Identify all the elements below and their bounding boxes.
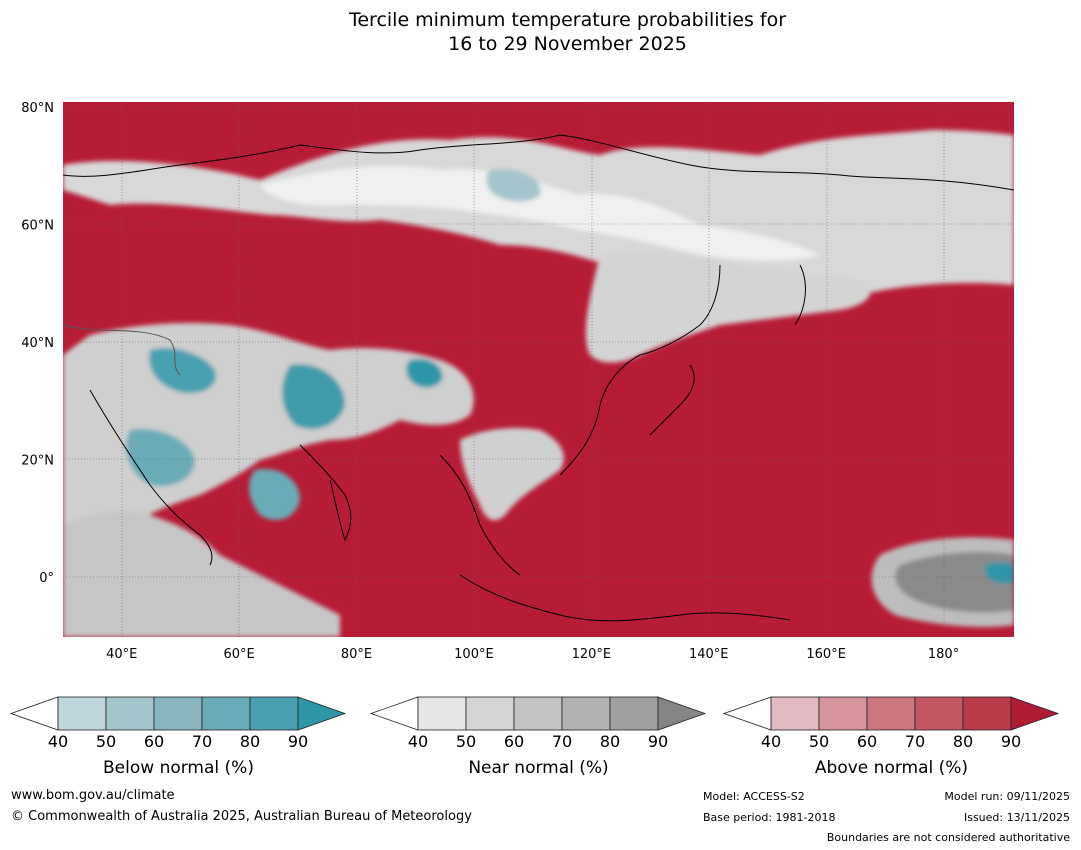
- colorbar-segment: [465, 696, 515, 731]
- colorbar-segment: [249, 696, 299, 731]
- colorbar-segment: [105, 696, 155, 731]
- coastline-southeast-asia: [439, 454, 521, 576]
- lon-label: 60°E: [223, 647, 254, 662]
- near-normal-siberia-light: [260, 165, 820, 261]
- coastline-europe-asia: [63, 324, 181, 376]
- coastline-japan: [649, 364, 695, 436]
- colorbar-tick-label: 70: [192, 732, 212, 750]
- legend-below-normal: 40 50 60 70 80 90 Below normal (%): [9, 690, 347, 780]
- colorbar-segment: [770, 696, 820, 731]
- below-normal-iran: [149, 347, 216, 394]
- lon-label: 180°: [928, 647, 959, 662]
- colorbar-above-normal: 40 50 60 70 80 90: [722, 696, 1060, 751]
- legend-title-above-normal: Above normal (%): [814, 758, 969, 778]
- coastline-india: [299, 444, 352, 542]
- lon-label: 100°E: [454, 647, 494, 662]
- map-field: [63, 102, 1014, 637]
- colorbar-extend-high: [1010, 696, 1060, 731]
- lon-label: 160°E: [806, 647, 846, 662]
- colorbar-tick-label: 60: [144, 732, 164, 750]
- coastlines: [63, 134, 1014, 622]
- below-normal-pakistan: [282, 364, 345, 429]
- colorbar-segment: [561, 696, 611, 731]
- colorbar-extend-low: [9, 696, 59, 731]
- lon-label: 120°E: [572, 647, 612, 662]
- model-run-text: Model run: 09/11/2025: [944, 790, 1070, 803]
- lat-label: 0°: [39, 571, 54, 586]
- colorbar-near-normal: 40 50 60 70 80 90: [369, 696, 707, 751]
- colorbar-segment: [417, 696, 467, 731]
- title-line-2: 16 to 29 November 2025: [448, 33, 687, 55]
- colorbar-segment: [866, 696, 916, 731]
- base-period-text: Base period: 1981-2018: [703, 811, 836, 824]
- longitude-labels: 40°E 60°E 80°E 100°E 120°E 140°E 160°E 180°: [106, 647, 959, 662]
- colorbar-tick-label: 90: [648, 732, 668, 750]
- issued-text: Issued: 13/11/2025: [963, 811, 1070, 824]
- colorbar-tick-label: 40: [48, 732, 68, 750]
- website-link[interactable]: www.bom.gov.au/climate: [11, 788, 175, 803]
- coastline-kamchatka: [794, 264, 806, 326]
- colorbar-tick-label: 60: [857, 732, 877, 750]
- colorbar-segment: [201, 696, 251, 731]
- colorbar-tick-label: 90: [288, 732, 308, 750]
- colorbar-tick-label: 90: [1001, 732, 1021, 750]
- colorbar-segment: [609, 696, 659, 731]
- lat-label: 80°N: [21, 101, 54, 116]
- below-normal-africa: [248, 469, 300, 520]
- legend-above-normal: 40 50 60 70 80 90 Above normal (%): [722, 690, 1060, 780]
- colorbar-tick-label: 70: [905, 732, 925, 750]
- colorbar-below-normal: 40 50 60 70 80 90: [9, 696, 347, 751]
- colorbar-tick-label: 40: [408, 732, 428, 750]
- below-normal-siberia: [486, 169, 541, 202]
- legend-title-near-normal: Near normal (%): [468, 758, 609, 778]
- below-normal-pacific: [985, 562, 1014, 584]
- colorbar-extend-high: [657, 696, 707, 731]
- model-text: Model: ACCESS-S2: [703, 790, 805, 803]
- colorbar-tick-label: 50: [456, 732, 476, 750]
- colorbar-extend-high: [297, 696, 347, 731]
- lat-label: 40°N: [21, 336, 54, 351]
- legend-title-below-normal: Below normal (%): [103, 758, 254, 778]
- colorbar-tick-label: 60: [504, 732, 524, 750]
- title-line-1: Tercile minimum temperature probabilitie…: [348, 9, 787, 31]
- colorbar-tick-label: 80: [953, 732, 973, 750]
- below-normal-arabia: [126, 429, 195, 487]
- lon-label: 80°E: [341, 647, 372, 662]
- copyright-text: © Commonwealth of Australia 2025, Austra…: [11, 809, 472, 824]
- colorbar-segment: [914, 696, 964, 731]
- coastline-indonesia: [459, 574, 791, 622]
- colorbar-tick-label: 70: [552, 732, 572, 750]
- coastline-arctic: [63, 134, 1014, 191]
- colorbar-tick-label: 50: [809, 732, 829, 750]
- colorbar-extend-low: [369, 696, 419, 731]
- near-normal-china: [585, 250, 871, 363]
- colorbar-segment: [57, 696, 107, 731]
- lon-label: 40°E: [106, 647, 137, 662]
- colorbar-tick-label: 80: [240, 732, 260, 750]
- page-title: Tercile minimum temperature probabilitie…: [0, 8, 1081, 56]
- colorbar-segment: [962, 696, 1012, 731]
- colorbar-segment: [153, 696, 203, 731]
- legend-near-normal: 40 50 60 70 80 90 Near normal (%): [369, 690, 707, 780]
- near-normal-indochina: [460, 428, 564, 521]
- near-normal-africa: [63, 510, 340, 637]
- coastline-arabia: [89, 389, 213, 566]
- lat-label: 20°N: [21, 454, 54, 469]
- below-normal-tibet: [406, 358, 443, 388]
- colorbar-tick-label: 80: [600, 732, 620, 750]
- colorbar-extend-low: [722, 696, 772, 731]
- coastline-china: [559, 264, 721, 476]
- graticule: [63, 102, 1014, 637]
- latitude-labels: 80°N 60°N 40°N 20°N 0°: [21, 101, 54, 586]
- lat-label: 60°N: [21, 218, 54, 233]
- colorbar-tick-label: 50: [96, 732, 116, 750]
- colorbar-segment: [513, 696, 563, 731]
- probability-map: 80°N 60°N 40°N 20°N 0° 40°E 60°E 80°E 100°E 120°…: [21, 101, 1014, 662]
- lon-label: 140°E: [689, 647, 729, 662]
- colorbar-tick-label: 40: [761, 732, 781, 750]
- colorbar-segment: [818, 696, 868, 731]
- disclaimer-text: Boundaries are not considered authoritat…: [826, 831, 1070, 844]
- near-normal-pacific-core: [895, 552, 1014, 613]
